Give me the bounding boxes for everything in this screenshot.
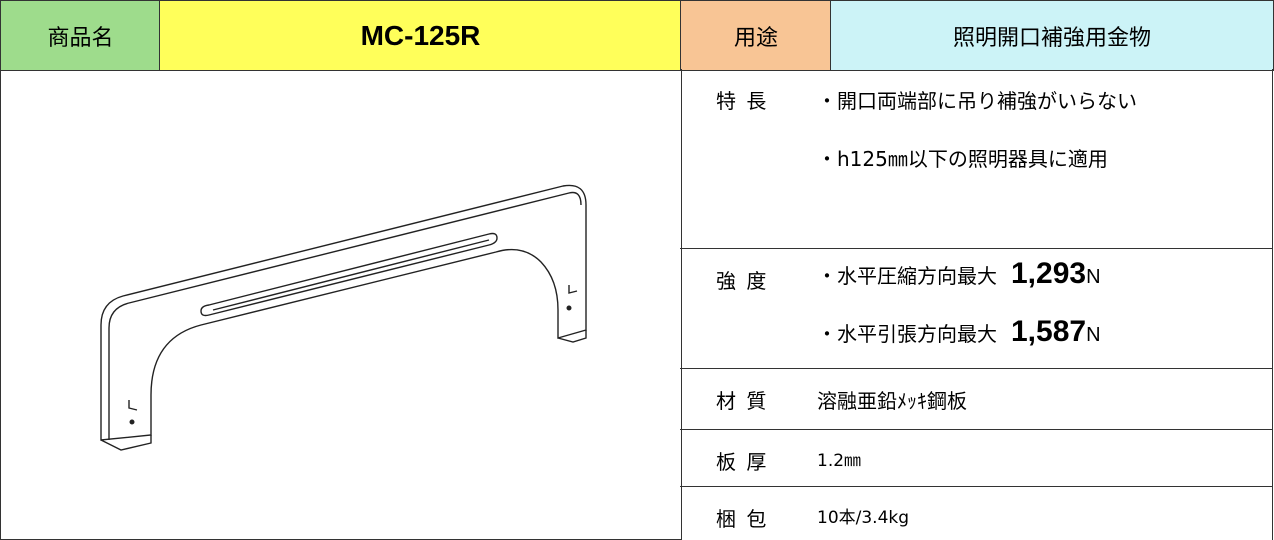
spec-number: 1,293 [1011, 257, 1087, 290]
spec-label: 強 度 [716, 269, 769, 293]
product-name: MC-125R [159, 0, 682, 71]
spec-label: 材 質 [716, 389, 769, 413]
spec-label: 特 長 [716, 89, 769, 113]
spec-value: ・水平圧縮方向最大 1,293N ・水平引張方向最大 1,587N [817, 257, 1101, 373]
product-drawing [100, 184, 587, 451]
spec-value: 溶融亜鉛ﾒｯｷ鋼板 [817, 385, 967, 414]
spec-row: 梱 包 10本/3.4kg [680, 487, 1273, 540]
spec-label: 板 厚 [716, 450, 769, 474]
spec-line: ・h125㎜以下の照明器具に適用 [817, 147, 1108, 171]
spec-line: 10本/3.4kg [817, 508, 910, 528]
spec-text: ・水平引張方向最大 [817, 322, 997, 346]
spec-text: ・水平圧縮方向最大 [817, 264, 997, 288]
spec-value: 10本/3.4kg [817, 503, 909, 528]
spec-unit: N [1086, 266, 1101, 288]
spec-number: 1,587 [1011, 315, 1087, 348]
use-value: 照明開口補強用金物 [830, 0, 1274, 71]
spec-row: 材 質 溶融亜鉛ﾒｯｷ鋼板 [680, 369, 1273, 430]
product-label: 商品名 [0, 0, 161, 71]
spec-row: 強 度・水平圧縮方向最大 1,293N ・水平引張方向最大 1,587N [680, 249, 1273, 369]
spec-value: ・開口両端部に吊り補強がいらない ・h125㎜以下の照明器具に適用 [817, 85, 1137, 201]
spec-unit: N [1086, 324, 1101, 346]
use-label: 用途 [680, 0, 832, 71]
spec-line: ・水平引張方向最大 1,587N [817, 315, 1101, 373]
spec-row: 板 厚 1.2㎜ [680, 430, 1273, 487]
spec-row: 特 長 ・開口両端部に吊り補強がいらない ・h125㎜以下の照明器具に適用 [680, 69, 1273, 249]
spec-line: ・水平圧縮方向最大 1,293N [817, 257, 1101, 315]
spec-label: 梱 包 [716, 507, 769, 531]
image-cell [0, 69, 682, 540]
spec-line: ・開口両端部に吊り補強がいらない [817, 89, 1137, 113]
spec-line: 1.2㎜ [817, 451, 862, 471]
spec-line: 溶融亜鉛ﾒｯｷ鋼板 [817, 389, 967, 413]
spec-value: 1.2㎜ [817, 446, 861, 471]
